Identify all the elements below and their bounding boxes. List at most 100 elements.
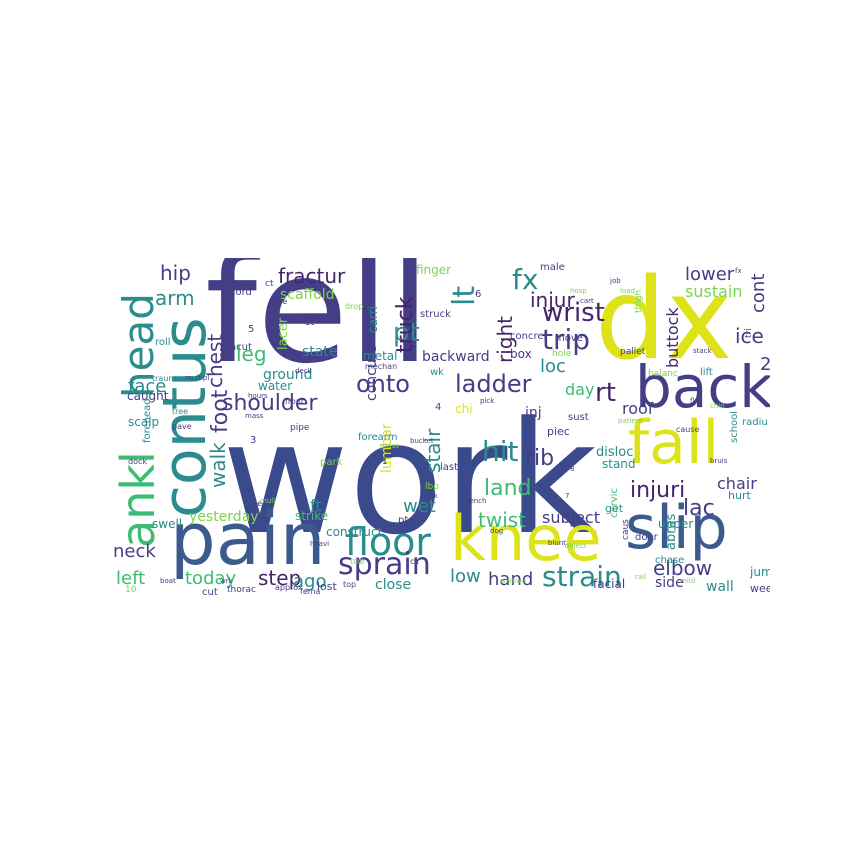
word-trauma: trauma [152,374,182,383]
word-left: left [116,568,146,589]
word-walkwa: walkwa [500,577,527,585]
word-hours: hours [248,392,268,400]
word-grass: grass [380,442,399,450]
word-caught: caught [127,389,169,403]
word-scaffold: scaffold [280,287,335,303]
word-eight: 8 [570,465,575,473]
word-acut: acut [230,342,252,353]
word-hand: hand [488,569,534,590]
word-door: door [635,532,658,543]
word-dog: dog [490,527,504,535]
word-school: school [729,410,740,443]
word-ladder: ladder [455,370,532,398]
word-fractur: fractur [278,264,346,288]
word-wall: wall [706,579,734,595]
word-caus: caus [621,519,631,540]
word-knee: knee [450,502,602,575]
word-floor2: fl [690,397,695,405]
word-wk: wk [430,367,444,378]
word-roof: roof [622,399,654,418]
word-subject: subject [542,508,600,527]
word-twist: twist [478,508,527,532]
word-bench: bench [465,497,487,505]
word-onto: onto [356,370,410,398]
word-forearm: forearm [358,432,398,443]
word-tri: tri [744,328,754,338]
word-pain: pain [170,497,326,581]
word-fall: fall [628,408,720,478]
word-job: job [610,277,621,285]
word-work: work [222,388,598,569]
word-finger: finger [416,263,452,277]
word-carri: carri [366,306,380,333]
word-pole: pole [270,297,288,306]
word-elbow: elbow [653,556,713,580]
word-fx: fx [512,263,539,296]
word-balanc: balanc [648,369,678,379]
word-face: face [128,376,167,397]
word-three: 3 [250,435,257,446]
word-close: close [375,577,412,593]
word-hole: hole [552,349,572,359]
word-rail: rail [635,573,647,581]
word-front: front [285,397,305,406]
word-foot: foot [208,389,233,433]
word-paved: pave [172,422,192,431]
word-loc: loc [540,356,566,377]
word-roll: roll [155,337,171,348]
word-back: back [635,353,770,421]
word-toe: toe [350,557,365,567]
word-forehead: forehead [142,398,153,443]
word-pick: pick [480,397,495,405]
word-slip: slip [625,493,728,563]
word-wrk: wrk [220,577,233,585]
word-stack: stack [693,347,712,355]
word-floor: floor [345,520,432,564]
word-cx: cx [410,557,420,566]
word-heavi: heavi [310,540,330,548]
word-injur: injur [530,288,575,312]
word-fell: fell [205,258,431,396]
word-move: move [555,333,583,344]
word-ft: ft [310,496,322,515]
word-leg: leg [236,342,267,366]
word-disloc: disloc [596,445,634,460]
word-struck: struck [420,309,451,320]
word-drop: drop [345,302,364,311]
word-chin: chin [710,402,725,410]
word-wrist: wrist [542,298,605,328]
word-jump: jump [750,565,770,579]
word-inj: inj [525,405,542,421]
word-chair: chair [717,474,757,493]
word-neg: neg [252,499,268,508]
word-swell: swell [152,517,183,531]
word-wet: wet [403,496,436,517]
word-step: step [258,566,302,590]
word-trip: trip [542,323,591,356]
word-metal: metal [363,349,398,363]
word-stand: stand [602,457,636,471]
word-top: top [343,580,357,589]
word-seven: 7 [565,492,570,500]
word-fx2: fx [735,267,742,275]
word-strike: strike [295,509,329,523]
word-week: week [750,582,770,595]
word-lbp: lbp [425,482,439,492]
word-state: state [302,344,338,360]
word-mull: mull [260,497,276,505]
word-pipe: pipe [290,423,310,433]
word-cervic: cervic [609,488,620,518]
word-blunt: blunt [548,539,567,547]
word-pallet: pallet [620,347,646,357]
word-cont: cont [748,273,769,313]
word-cart: cart [580,297,594,305]
word-land: land [484,476,532,501]
word-deck: deck [295,367,312,375]
word-dx: dx [595,258,733,385]
word-unk: unk [425,492,438,500]
word-construct: construct [326,525,383,539]
word-pt: pt [393,318,420,348]
word-today: today [185,568,237,589]
word-ago: ago [293,571,327,592]
word-backward: backward [422,349,490,365]
